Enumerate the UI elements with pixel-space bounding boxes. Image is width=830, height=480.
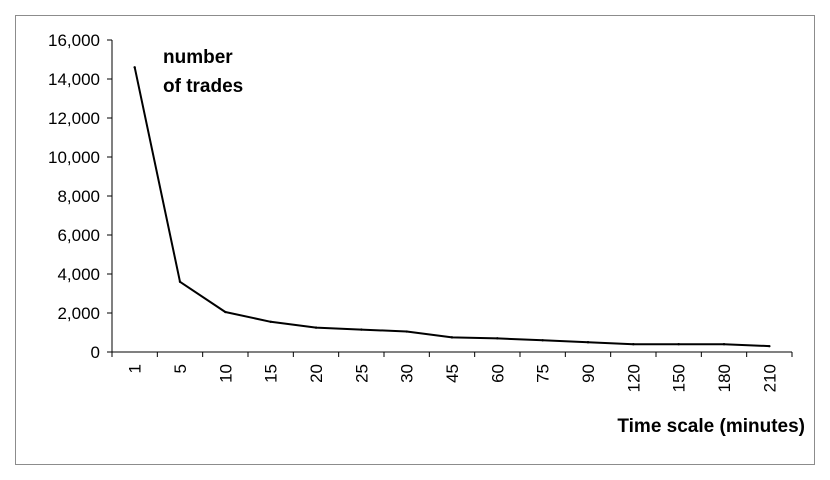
- data-point: [541, 339, 544, 342]
- x-axis-title: Time scale (minutes): [617, 416, 805, 437]
- y-tick-label: 14,000: [48, 70, 100, 89]
- data-point: [314, 326, 318, 329]
- x-tick-label: 210: [760, 364, 779, 392]
- line-chart: 0 2,000 4,000 6,000 8,000 10,000 12,000 14,000 1…: [48, 31, 805, 437]
- data-point: [632, 343, 635, 346]
- y-tick-label: 16,000: [48, 31, 100, 50]
- data-point: [224, 310, 227, 314]
- data-point: [360, 328, 363, 331]
- y-tick-label: 2,000: [57, 304, 100, 323]
- data-point: [768, 344, 771, 348]
- y-tick-label: 10,000: [48, 148, 100, 167]
- x-tick-label: 15: [262, 364, 281, 383]
- data-point: [269, 320, 272, 323]
- data-point: [586, 341, 590, 344]
- data-point: [450, 336, 454, 339]
- series-line: [133, 67, 770, 348]
- data-point: [178, 280, 182, 283]
- data-point: [496, 337, 499, 340]
- y-tick-label: 8,000: [57, 187, 100, 206]
- annotation-line-1: number: [163, 47, 233, 68]
- x-tick-label: 75: [534, 364, 553, 383]
- x-tick-label: 60: [488, 364, 507, 383]
- y-axis-ticks: 0 2,000 4,000 6,000 8,000 10,000 12,000 14,000 1…: [48, 31, 112, 362]
- x-tick-label: 150: [670, 364, 689, 392]
- x-tick-label: 5: [171, 364, 190, 373]
- x-tick-label: 10: [216, 364, 235, 383]
- data-point: [405, 330, 408, 333]
- x-tick-label: 180: [715, 364, 734, 392]
- x-axis-ticks: 1 5 10 15 20 25 30 45 60 75 90 120 150 180 210: [111, 352, 793, 392]
- x-tick-label: 1: [126, 364, 145, 373]
- chart-frame: 0 2,000 4,000 6,000 8,000 10,000 12,000 14,000 1…: [15, 15, 815, 465]
- data-point: [133, 66, 136, 69]
- x-tick-label: 90: [579, 364, 598, 383]
- data-point: [677, 343, 680, 346]
- series-layer: [133, 66, 771, 348]
- x-tick-label: 120: [624, 364, 643, 392]
- x-tick-label: 30: [398, 364, 417, 383]
- y-tick-label: 0: [91, 343, 100, 362]
- y-tick-label: 4,000: [57, 265, 100, 284]
- y-tick-label: 12,000: [48, 109, 100, 128]
- annotation-line-2: of trades: [163, 76, 243, 97]
- x-tick-label: 45: [443, 364, 462, 383]
- x-tick-label: 25: [352, 364, 371, 383]
- y-tick-label: 6,000: [57, 226, 100, 245]
- x-tick-label: 20: [307, 364, 326, 383]
- data-point: [722, 343, 726, 346]
